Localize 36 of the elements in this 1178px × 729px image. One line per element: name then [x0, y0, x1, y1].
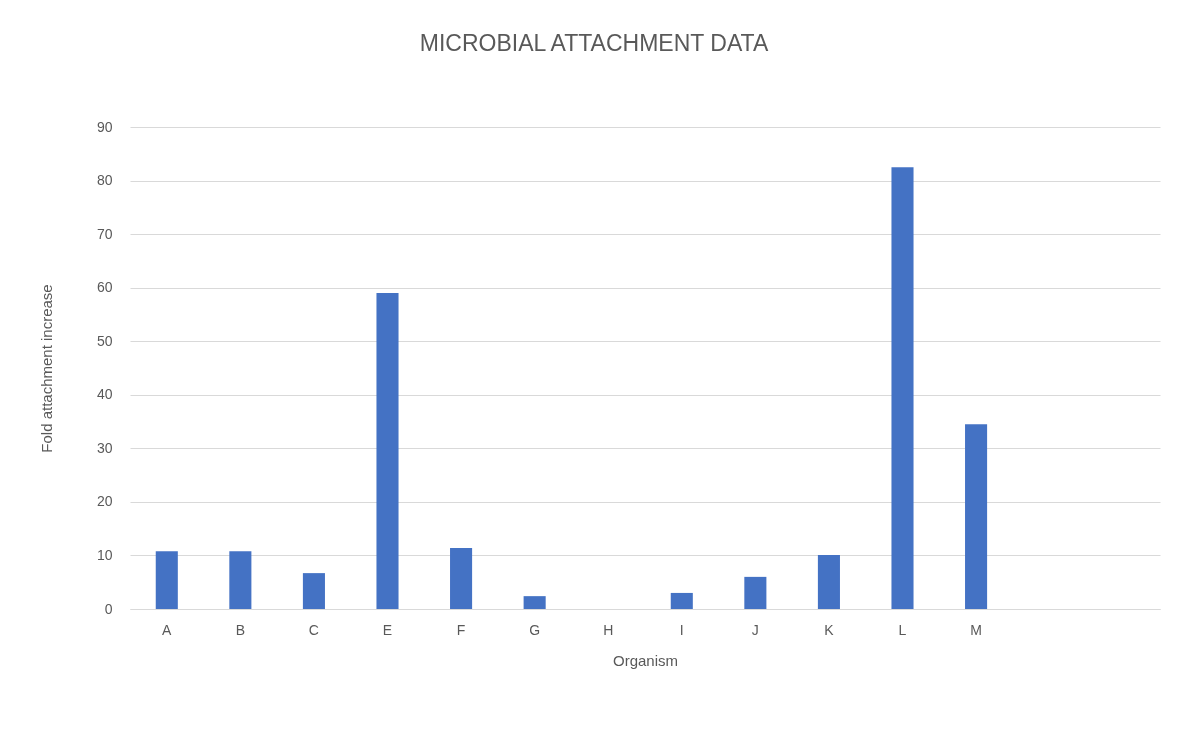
bar [302, 573, 325, 609]
y-tick-label: 30 [96, 439, 113, 456]
bar [450, 547, 473, 609]
bar [965, 424, 988, 609]
y-axis-title: Fold attachment increase [37, 284, 55, 453]
y-tick-label: 60 [96, 279, 113, 296]
x-tick-label: E [382, 621, 393, 638]
y-tick-label: 20 [96, 493, 113, 510]
y-tick-label: 80 [96, 172, 113, 189]
bar [155, 551, 178, 609]
chart-title: MICROBIAL ATTACHMENT DATA [419, 30, 769, 56]
x-axis-title: Organism [612, 651, 679, 669]
y-tick-label: 90 [96, 118, 113, 135]
x-tick-label: G [529, 621, 541, 638]
x-tick-label: H [603, 621, 614, 638]
x-tick-label: J [751, 621, 759, 638]
x-tick-label: M [970, 621, 982, 638]
x-tick-label: A [162, 621, 173, 638]
y-tick-label: 0 [104, 600, 113, 617]
x-tick-label: K [824, 621, 835, 638]
bar [891, 167, 914, 609]
x-tick-label: C [308, 621, 319, 638]
bar [670, 592, 693, 609]
y-tick-label: 40 [96, 386, 113, 403]
x-tick-label: F [456, 621, 466, 638]
bar [744, 576, 767, 609]
bar [229, 551, 252, 609]
y-tick-label: 10 [96, 546, 113, 563]
x-tick-label: B [235, 621, 246, 638]
y-tick-label: 70 [96, 225, 113, 242]
bar [523, 596, 546, 609]
x-tick-label: I [679, 621, 684, 638]
x-tick-label: L [898, 621, 907, 638]
y-tick-label: 50 [96, 332, 113, 349]
bar [817, 554, 840, 609]
bar [376, 293, 399, 609]
